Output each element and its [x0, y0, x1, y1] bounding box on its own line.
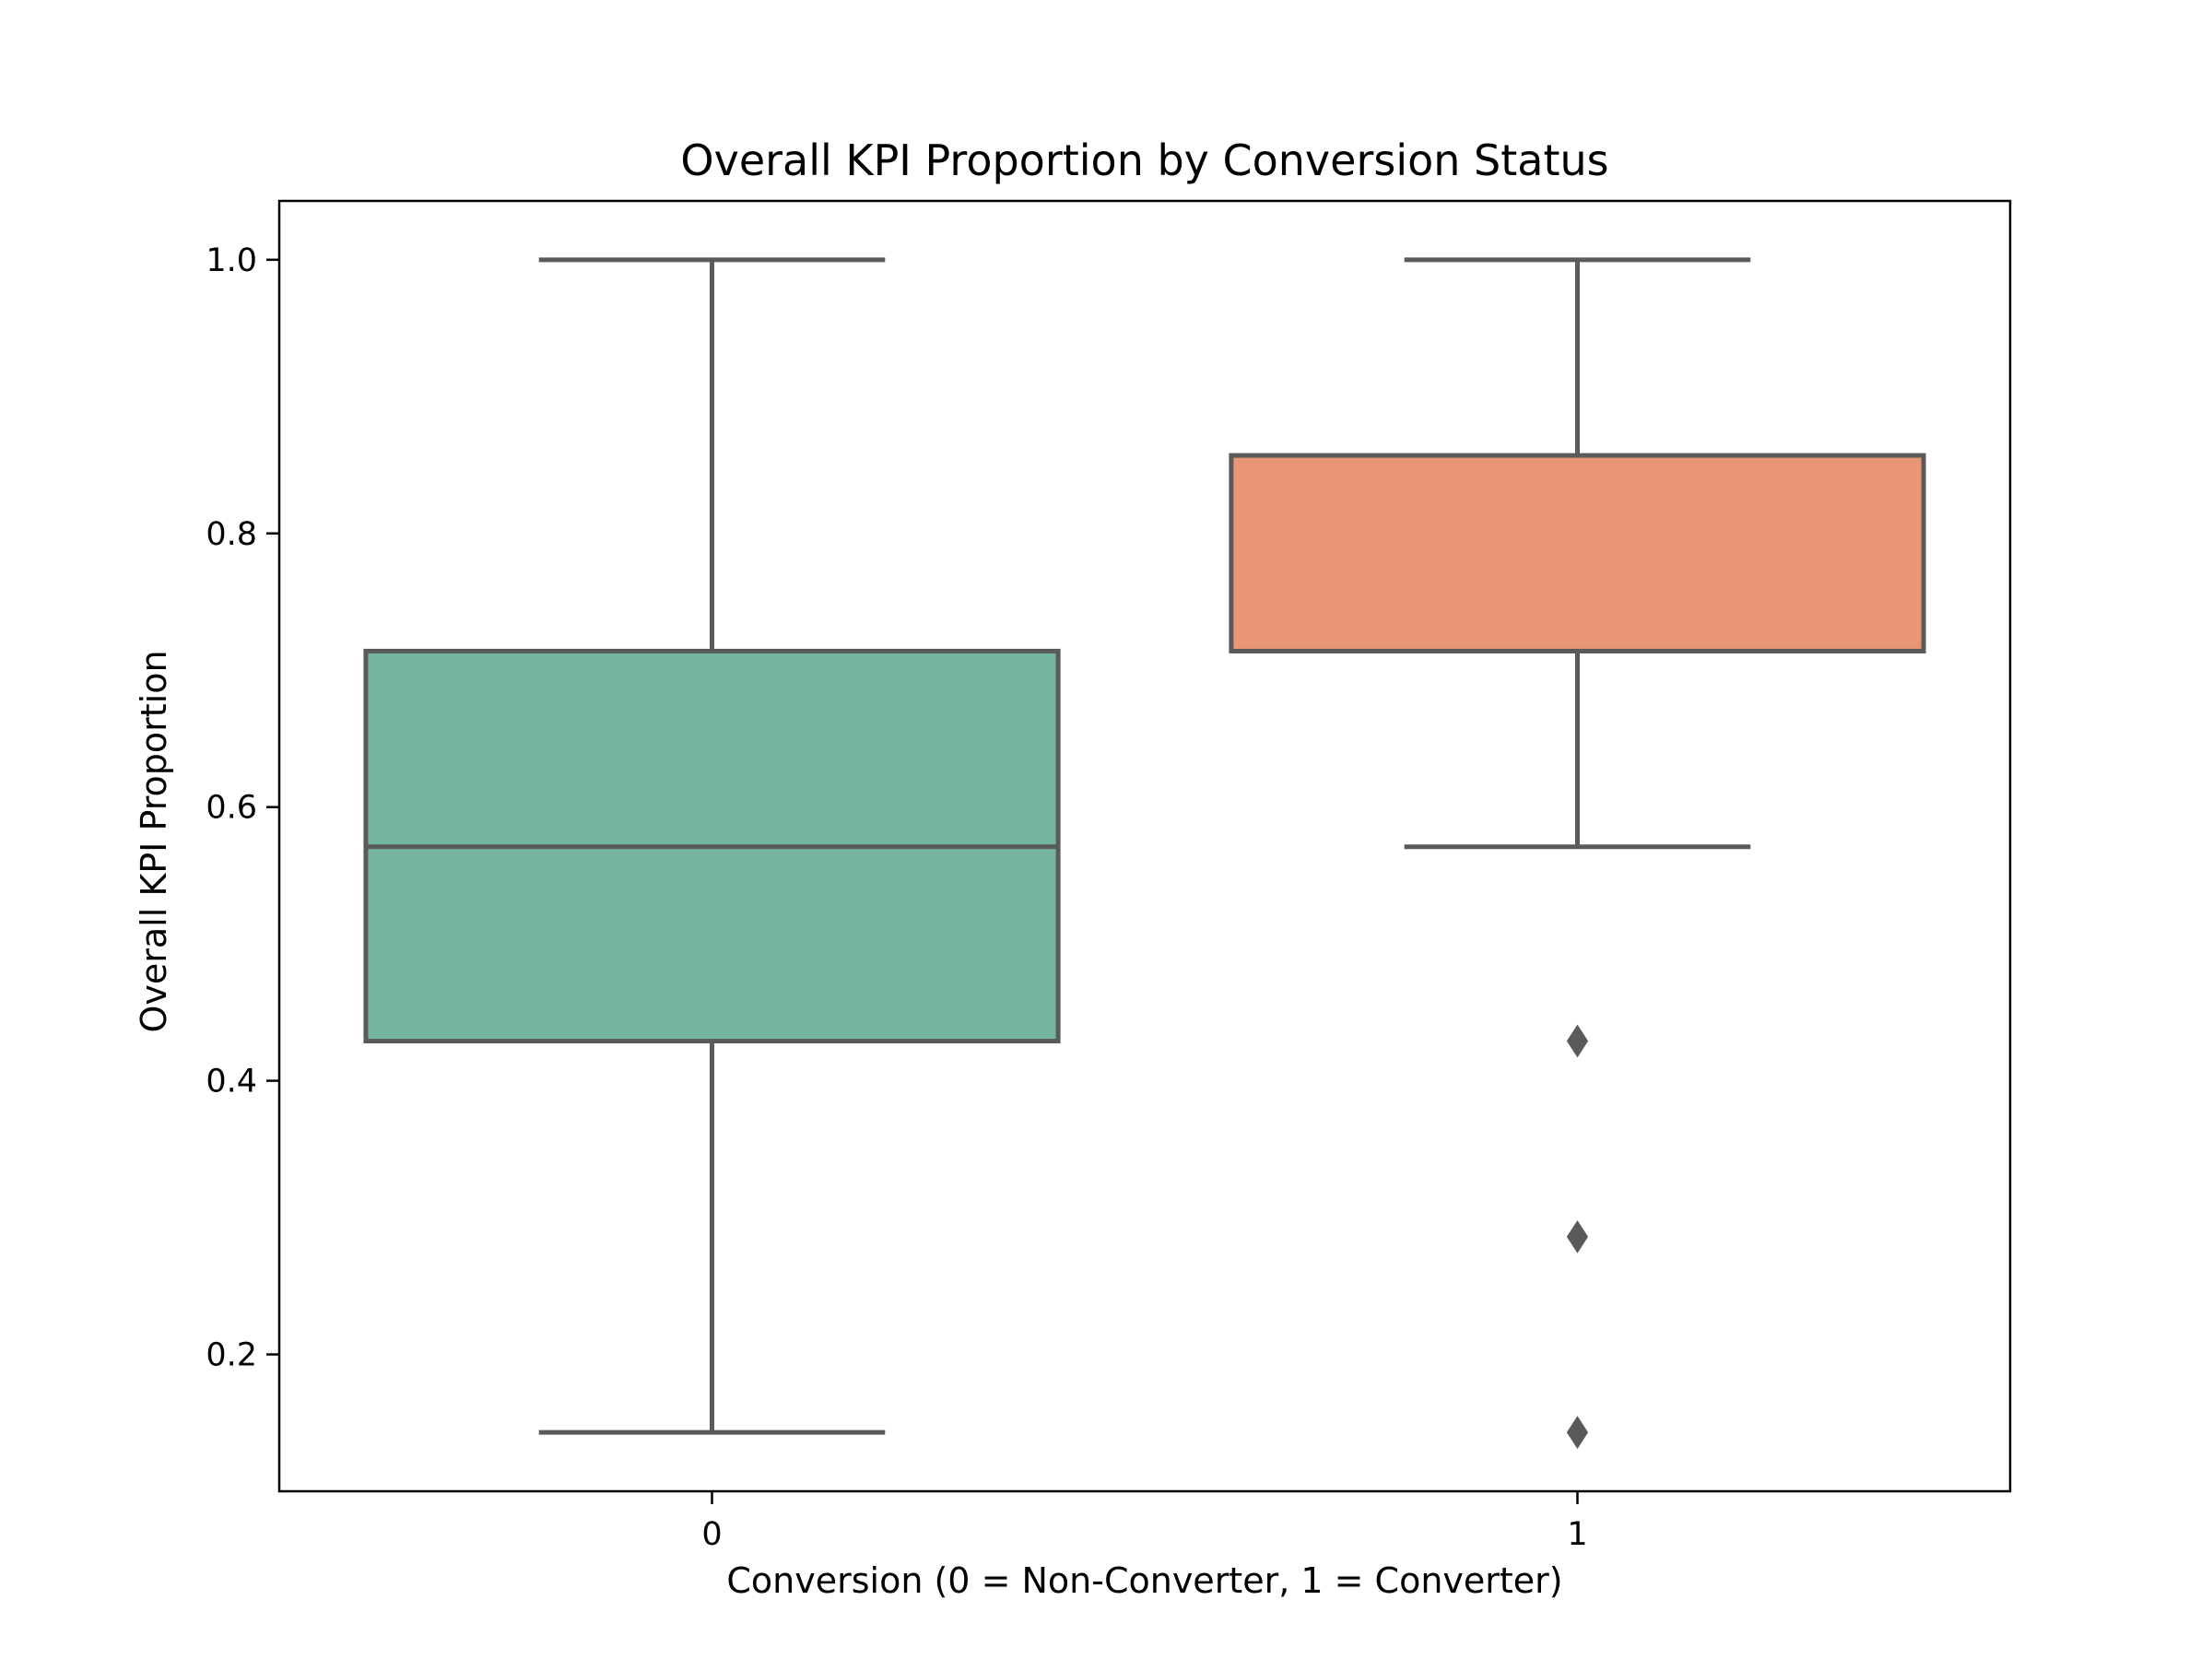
- x-axis-label: Conversion (0 = Non-Converter, 1 = Conve…: [726, 1560, 1562, 1601]
- axes: 0.2 0.4 0.6 0.8 1.0 0 1: [206, 242, 1587, 1553]
- box-1: [1229, 453, 1926, 653]
- x-tick-label-1: 1: [1567, 1516, 1587, 1553]
- y-tick-label-4: 1.0: [206, 242, 257, 279]
- outlier-point-1-2: [1566, 1416, 1589, 1450]
- y-tick-label-1: 0.4: [206, 1064, 257, 1100]
- y-tick-label-0: 0.2: [206, 1337, 257, 1374]
- outlier-point-1-0: [1566, 1024, 1589, 1058]
- x-tick-label-0: 0: [701, 1516, 722, 1553]
- outlier-point-1-1: [1566, 1219, 1589, 1253]
- chart-title: Overall KPI Proportion by Conversion Sta…: [680, 135, 1608, 185]
- box-group-1: [1229, 257, 1926, 1450]
- y-tick-label-2: 0.6: [206, 790, 257, 827]
- plot-frame: [277, 199, 2012, 1493]
- y-tick-label-3: 0.8: [206, 516, 257, 553]
- y-axis-label: Overall KPI Proportion: [134, 650, 174, 1032]
- box-group-0: [363, 257, 1061, 1435]
- plot-area: [363, 257, 1926, 1450]
